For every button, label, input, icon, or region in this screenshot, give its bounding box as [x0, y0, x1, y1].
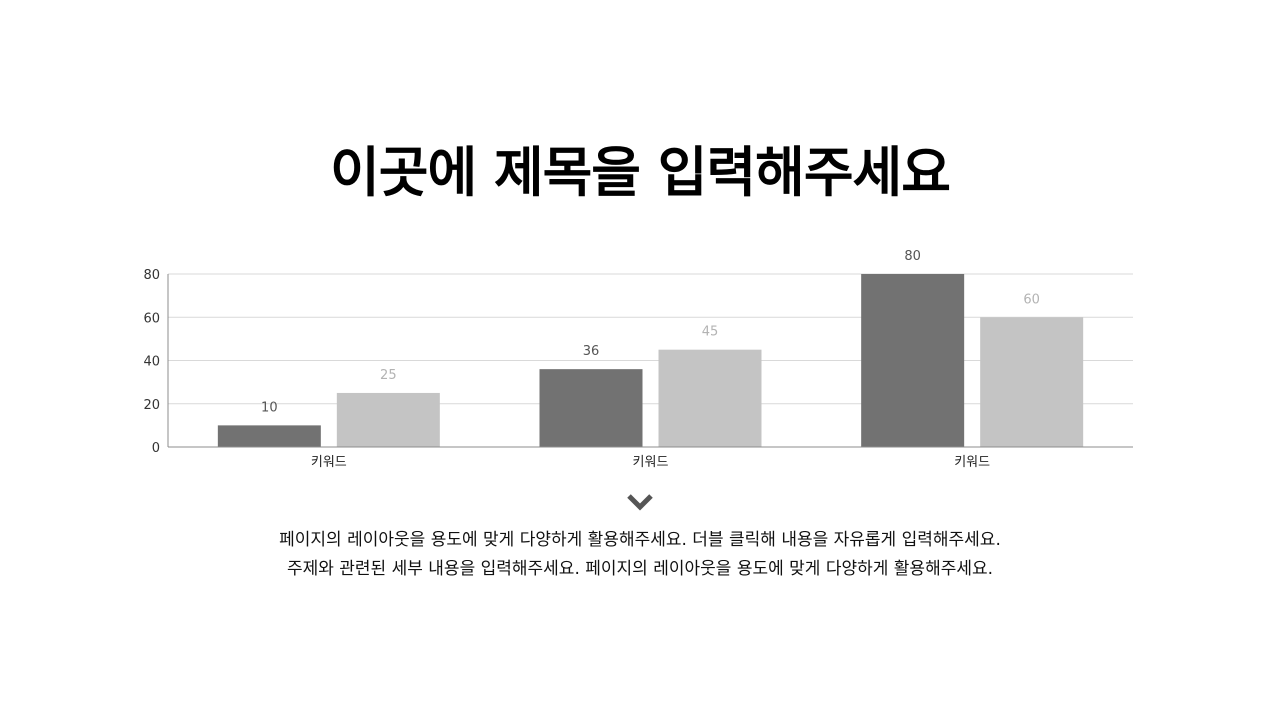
bars	[217, 274, 1084, 447]
bar	[658, 349, 762, 447]
chevron-down-icon	[627, 494, 653, 511]
body-line: 페이지의 레이아웃을 용도에 맞게 다양하게 활용해주세요. 더블 클릭해 내용…	[279, 530, 1001, 550]
data-label: 80	[904, 249, 921, 264]
bar	[861, 274, 965, 447]
bar	[336, 392, 440, 447]
body-text: 페이지의 레이아웃을 용도에 맞게 다양하게 활용해주세요. 더블 클릭해 내용…	[0, 526, 1280, 584]
data-label: 60	[1023, 292, 1040, 307]
data-labels: 10 25 36 45 80 60	[261, 249, 1040, 415]
x-tick-label: 키워드	[954, 455, 990, 470]
axes: 0 20 40 60 80 키워드 키워드 키워드	[143, 268, 1133, 470]
grid-lines	[168, 273, 1133, 405]
x-tick-label: 키워드	[311, 455, 347, 470]
data-label: 25	[380, 368, 397, 383]
y-tick-label: 20	[143, 398, 160, 413]
bar	[217, 425, 321, 447]
bar	[980, 317, 1084, 447]
bar	[539, 369, 643, 447]
y-tick-label: 80	[143, 268, 160, 283]
y-tick-label: 40	[143, 355, 160, 370]
y-tick-label: 0	[152, 441, 160, 456]
page-title: 이곳에 제목을 입력해주세요	[330, 141, 951, 204]
y-tick-label: 60	[143, 311, 160, 326]
x-tick-label: 키워드	[633, 455, 669, 470]
body-line: 주제와 관련된 세부 내용을 입력해주세요. 페이지의 레이아웃을 용도에 맞게…	[286, 559, 994, 579]
data-label: 45	[702, 325, 719, 340]
data-label: 36	[583, 344, 600, 359]
data-label: 10	[261, 400, 278, 415]
